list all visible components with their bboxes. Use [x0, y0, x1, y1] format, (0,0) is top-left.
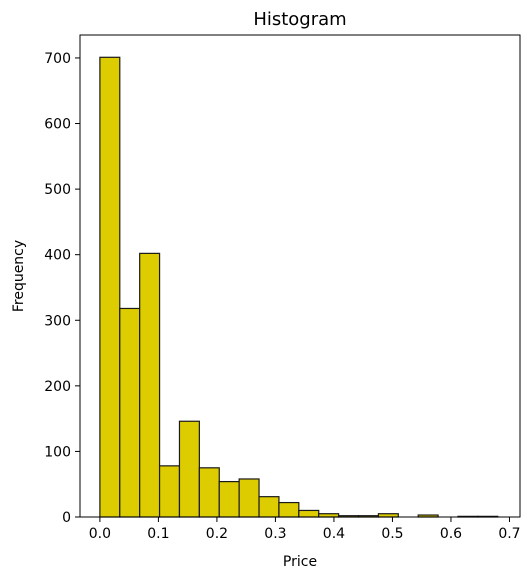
y-tick-label: 400 — [44, 248, 71, 264]
x-tick-label: 0.3 — [264, 526, 286, 542]
histogram-bar — [158, 465, 181, 518]
histogram-bar — [139, 252, 161, 518]
x-axis: 0.0 0.1 0.2 0.3 0.4 0.5 0.6 0.7 — [89, 517, 521, 542]
histogram-bar — [99, 56, 121, 518]
x-tick-label: 0.4 — [323, 526, 345, 542]
y-tick-label: 700 — [44, 51, 71, 67]
x-tick-label: 0.0 — [89, 526, 111, 542]
y-axis-label: Frequency — [11, 240, 27, 312]
x-tick-label: 0.1 — [147, 526, 169, 542]
x-tick-label: 0.6 — [440, 526, 462, 542]
histogram-bar — [178, 420, 200, 518]
y-axis: 0 100 200 300 400 500 600 700 — [44, 51, 80, 526]
histogram-bar — [258, 496, 280, 518]
bars-group — [99, 56, 499, 518]
histogram-bar — [278, 501, 300, 518]
histogram-bar — [218, 480, 240, 518]
y-tick-label: 0 — [62, 510, 71, 526]
histogram-bar — [298, 509, 320, 518]
x-tick-label: 0.7 — [498, 526, 520, 542]
y-tick-label: 600 — [44, 117, 71, 133]
x-tick-label: 0.2 — [206, 526, 228, 542]
histogram-bar — [119, 307, 141, 518]
y-tick-label: 500 — [44, 182, 71, 198]
x-axis-label: Price — [283, 554, 317, 570]
chart-title: Histogram — [253, 9, 346, 30]
y-tick-label: 200 — [44, 379, 71, 395]
histogram-bar — [198, 467, 220, 518]
plot-frame — [79, 34, 521, 518]
y-tick-label: 100 — [44, 444, 71, 460]
x-tick-label: 0.5 — [381, 526, 403, 542]
y-tick-label: 300 — [44, 313, 71, 329]
histogram-bar — [238, 478, 260, 518]
